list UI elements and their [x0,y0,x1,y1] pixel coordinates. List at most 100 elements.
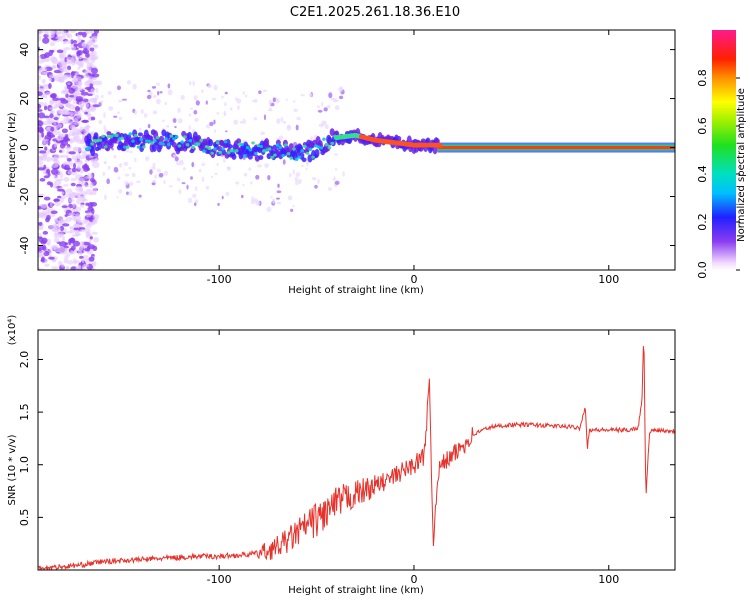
heatmap-cell [40,203,48,209]
heatmap-cell [174,125,177,129]
heatmap-cell [239,120,244,124]
heatmap-cell [59,143,66,149]
heatmap-cell [278,145,283,150]
heatmap-cell [70,45,76,51]
heatmap-cell [217,146,223,152]
heatmap-cell [41,153,47,158]
heatmap-cell [166,142,171,147]
heatmap-cell [281,153,285,158]
heatmap-cell [49,181,54,188]
heatmap-cell [276,201,282,205]
heatmap-cell [237,105,240,111]
heatmap-cell [51,266,59,270]
heatmap-cell [81,31,87,38]
heatmap-cell [250,199,255,205]
heatmap-cell [50,126,55,132]
heatmap-cell [124,173,130,177]
heatmap-cell [78,79,83,86]
heatmap-cell [94,94,99,100]
heatmap-cell [253,152,258,156]
heatmap-cell [155,135,160,140]
heatmap-cell [53,129,59,136]
heatmap-cell [74,260,81,264]
heatmap-cell [266,206,272,212]
heatmap-cell [211,97,217,101]
heatmap-cell [91,260,97,267]
heatmap-cell [69,30,77,33]
heatmap-cell [49,41,56,47]
heatmap-cell [334,99,340,102]
heatmap-cell [290,208,294,212]
heatmap-cell [42,59,50,63]
heatmap-cell [163,179,166,185]
heatmap-cell [75,71,80,76]
heatmap-cell [53,237,60,243]
heatmap-cell [150,141,154,145]
heatmap-cell [73,162,77,170]
heatmap-cell [75,186,84,193]
heatmap-cell [321,101,324,107]
heatmap-cell [85,103,89,108]
heatmap-cell [108,106,114,111]
heatmap-cell [240,143,244,147]
snr-y-tick-label: 0.5 [18,509,31,527]
heatmap-cell [221,147,225,151]
heatmap-cell [38,126,44,133]
heatmap-cell [88,256,95,262]
heatmap-cell [186,184,189,190]
heatmap-cell [248,167,252,171]
heatmap-cell [138,194,142,198]
heatmap-cell [342,171,345,177]
heatmap-cell [41,78,46,84]
heatmap-cell [210,175,214,178]
heatmap-cell [243,154,247,158]
heatmap-cell [137,132,143,137]
heatmap-cell [268,99,272,106]
heatmap-cell [156,168,161,173]
heatmap-cell [66,31,70,38]
heatmap-cell [68,151,76,155]
heatmap-cell [53,185,58,189]
heatmap-cell [106,134,111,139]
heatmap-cell [68,212,76,216]
heatmap-cell [286,152,291,156]
heatmap-cell [255,174,260,180]
heatmap-cell [60,191,65,195]
heatmap-cell [149,169,153,175]
heatmap-cell [104,161,107,165]
snr-panel: -100 0 100 0.5 1.0 1.5 2.0 Height of straight… [7,315,676,596]
heatmap-cell [116,196,119,199]
spectrogram-y-tick-label: 20 [18,92,31,106]
heatmap-cell [175,161,181,166]
heatmap-cell [68,87,75,94]
heatmap-cell [190,176,193,180]
heatmap-cell [73,43,79,47]
heatmap-cell [54,103,58,109]
heatmap-cell [253,117,257,121]
heatmap-cell [48,78,53,82]
heatmap-cell [89,182,94,189]
heatmap-cell [65,188,73,194]
heatmap-cell [327,146,332,150]
heatmap-cell [69,227,75,234]
heatmap-cell [260,131,266,136]
heatmap-cell [328,92,333,99]
heatmap-cell [38,157,43,162]
heatmap-cell [63,47,71,51]
heatmap-cell [94,157,99,164]
heatmap-cell [126,134,132,140]
heatmap-cell [85,127,90,134]
colorbar-tick-label: 0.0 [696,261,709,279]
heatmap-cell [45,32,49,36]
heatmap-cell [205,124,211,129]
heatmap-cell [72,136,78,141]
heatmap-cell [225,130,228,133]
heatmap-cell [188,139,193,143]
heatmap-cell [185,143,190,147]
heatmap-cell [82,241,91,246]
heatmap-cell [112,133,116,137]
heatmap-cell [292,205,295,208]
heatmap-cell [59,53,64,57]
heatmap-cell [86,65,92,72]
heatmap-cell [38,167,46,171]
